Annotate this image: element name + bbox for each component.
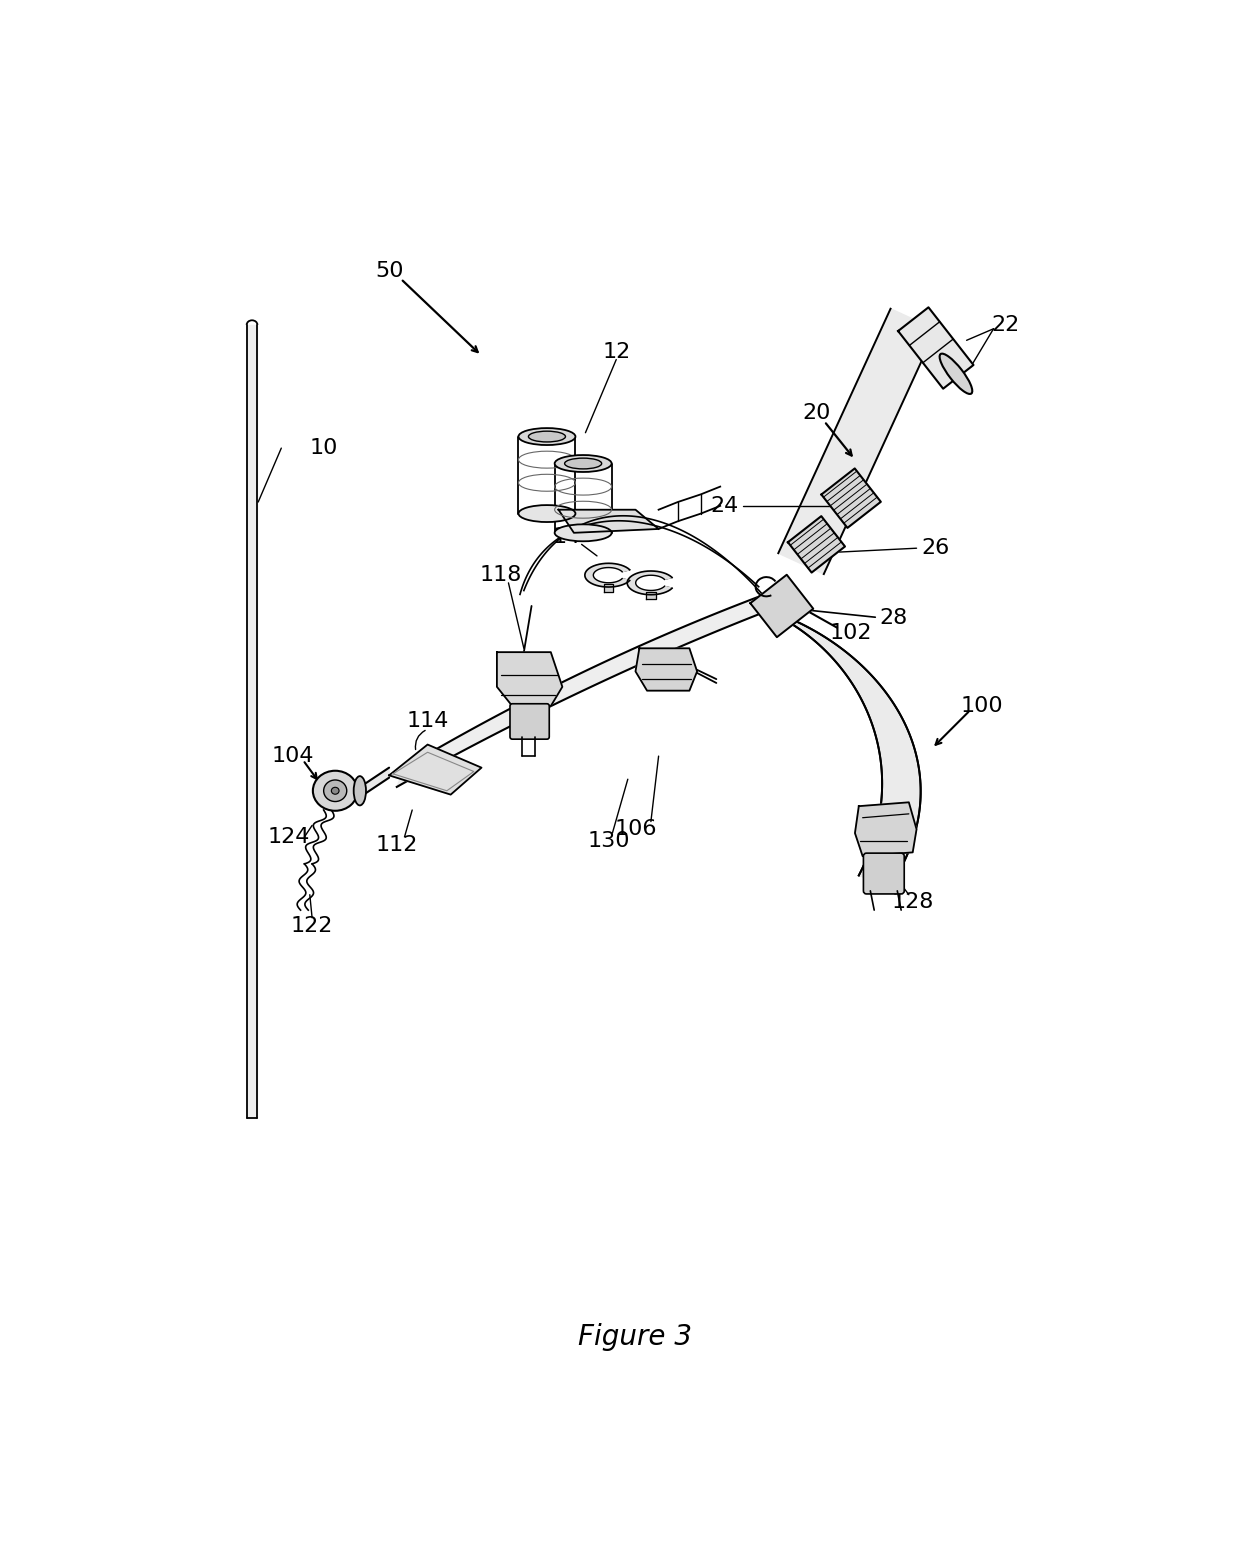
- Text: 26: 26: [921, 538, 950, 558]
- Polygon shape: [627, 571, 672, 594]
- Text: 112: 112: [376, 834, 418, 854]
- Polygon shape: [497, 652, 563, 706]
- Ellipse shape: [940, 354, 972, 394]
- Text: 118: 118: [480, 566, 522, 585]
- Polygon shape: [787, 516, 844, 572]
- Polygon shape: [750, 575, 813, 638]
- Text: 20: 20: [802, 404, 831, 424]
- Text: 130: 130: [588, 831, 630, 851]
- Text: 104: 104: [272, 747, 314, 765]
- Text: 114: 114: [407, 711, 449, 731]
- Polygon shape: [558, 510, 658, 533]
- Polygon shape: [585, 563, 630, 588]
- Ellipse shape: [331, 787, 339, 794]
- Text: 14: 14: [552, 527, 580, 547]
- Polygon shape: [821, 468, 880, 529]
- Ellipse shape: [518, 505, 575, 522]
- Text: 12: 12: [603, 341, 630, 362]
- Ellipse shape: [564, 458, 601, 469]
- Text: 122: 122: [291, 915, 334, 935]
- Ellipse shape: [312, 770, 357, 811]
- Text: 28: 28: [879, 608, 908, 628]
- Polygon shape: [247, 324, 258, 1118]
- Polygon shape: [635, 649, 697, 691]
- FancyBboxPatch shape: [510, 703, 549, 739]
- Polygon shape: [604, 585, 613, 591]
- Ellipse shape: [518, 429, 575, 444]
- Polygon shape: [397, 586, 786, 787]
- Polygon shape: [389, 745, 481, 795]
- Text: 100: 100: [961, 695, 1003, 716]
- Text: 22: 22: [991, 315, 1019, 335]
- Polygon shape: [366, 767, 389, 794]
- Ellipse shape: [353, 776, 366, 806]
- Text: 106: 106: [614, 820, 657, 839]
- Text: 24: 24: [711, 496, 738, 516]
- Ellipse shape: [554, 524, 611, 541]
- Text: 10: 10: [310, 438, 337, 458]
- FancyBboxPatch shape: [863, 853, 904, 893]
- Ellipse shape: [528, 432, 565, 441]
- Polygon shape: [854, 803, 916, 856]
- Text: 124: 124: [268, 826, 310, 847]
- Polygon shape: [646, 591, 656, 599]
- Text: 128: 128: [892, 892, 934, 912]
- Text: 50: 50: [374, 260, 403, 281]
- Ellipse shape: [324, 780, 347, 801]
- Polygon shape: [779, 309, 936, 574]
- Text: 102: 102: [830, 624, 873, 642]
- Ellipse shape: [554, 455, 611, 472]
- Polygon shape: [898, 307, 973, 388]
- Text: Figure 3: Figure 3: [579, 1324, 692, 1352]
- Polygon shape: [755, 606, 920, 887]
